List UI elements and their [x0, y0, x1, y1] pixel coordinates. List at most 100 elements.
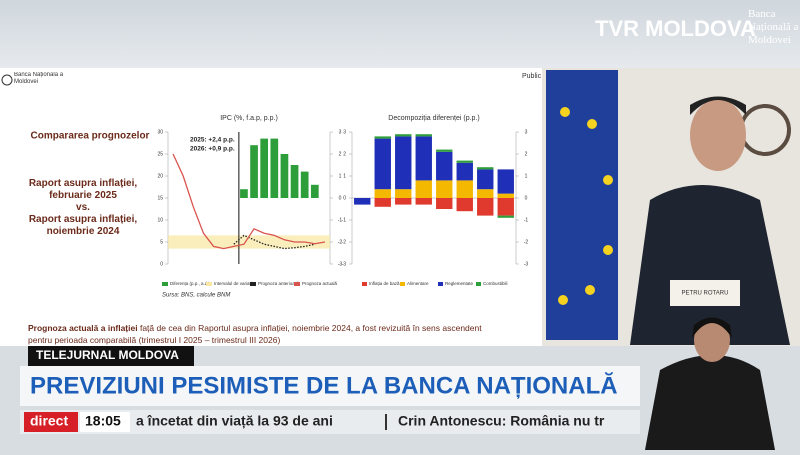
- y-tick-label-right: 1: [525, 173, 528, 179]
- y-tick-label: 10: [157, 217, 163, 223]
- top-band: [0, 0, 800, 68]
- classification: Public: [522, 73, 542, 80]
- signer-head: [694, 318, 730, 362]
- speaker-hair: [690, 96, 746, 115]
- y-tick-label: 0: [343, 195, 346, 201]
- bar-segment: [415, 134, 432, 137]
- bar-segment: [477, 169, 494, 190]
- bar: [280, 154, 289, 198]
- y2-tick-label: -1: [338, 217, 343, 223]
- legend-label: Inflația de bază: [369, 281, 400, 286]
- legend-swatch: [250, 282, 256, 286]
- show-name: TELEJURNAL MOLDOVA: [36, 348, 179, 362]
- versus: vs.: [76, 202, 90, 213]
- bar-segment: [374, 136, 391, 139]
- live-label: direct: [30, 413, 68, 429]
- signer-body: [645, 355, 775, 450]
- report-a: Raport asupra inflației, februarie 2025: [28, 178, 138, 201]
- legend-swatch: [438, 282, 443, 286]
- y2-tick-label: 2: [339, 151, 342, 157]
- bar-segment: [395, 198, 412, 205]
- bar: [260, 138, 269, 198]
- bar-segment: [436, 151, 453, 181]
- y2-tick-label: -2: [338, 239, 343, 245]
- legend-label: Alimentare: [407, 281, 429, 286]
- headline: PREVIZIUNI PESIMISTE DE LA BANCA NAȚIONA…: [30, 371, 618, 399]
- y-tick-label: 5: [160, 239, 163, 245]
- signer-hair: [692, 317, 732, 338]
- y-tick-label: 1: [343, 173, 346, 179]
- y-tick-label: 0: [160, 261, 163, 267]
- bar: [240, 189, 248, 198]
- ticker-item: Crin Antonescu: România nu tr: [398, 413, 605, 429]
- previous-forecast-line: [233, 234, 315, 250]
- target-band: [168, 235, 330, 249]
- y-tick-label-right: 3: [525, 129, 528, 135]
- bar-segment: [477, 198, 494, 216]
- y-tick-label-right: -1: [524, 217, 529, 223]
- note-bold: Prognoza actuală a inflației: [28, 323, 138, 333]
- y-tick-label: 20: [157, 173, 163, 179]
- bar-segment: [415, 180, 432, 198]
- bar-segment: [456, 160, 473, 163]
- bnm-logo: [1, 74, 13, 86]
- bar-segment: [456, 180, 473, 198]
- y-tick-label: 30: [157, 129, 163, 135]
- annotation: 2026: +0,9 p.p.: [190, 146, 235, 153]
- bar-segment: [477, 167, 494, 170]
- bar-segment: [415, 136, 432, 181]
- chart-title: Decompoziția diferenței (p.p.): [388, 115, 479, 122]
- legend-label: Intervalul de variație: [214, 281, 255, 286]
- y-tick-label: 15: [157, 195, 163, 201]
- partner-name: Banca Națională a Moldovei: [748, 8, 799, 46]
- bar-segment: [374, 138, 391, 190]
- time-box: [80, 412, 130, 432]
- y-tick-label-right: 2: [525, 151, 528, 157]
- annotation: 2025: +2,4 p.p.: [190, 137, 235, 144]
- eu-flag: [546, 70, 618, 340]
- headline-box: [20, 366, 640, 406]
- y-tick-label: 3: [343, 129, 346, 135]
- legend-swatch: [206, 282, 212, 286]
- bar: [310, 184, 319, 198]
- y-tick-label: 2: [343, 151, 346, 157]
- bar-segment: [436, 149, 453, 152]
- time: 18:05: [85, 413, 121, 429]
- legend-swatch: [294, 282, 300, 286]
- bar-segment: [436, 198, 453, 209]
- y2-tick-label: 3: [339, 129, 342, 135]
- bar-segment: [497, 193, 514, 198]
- speaker-head: [690, 99, 746, 171]
- y-tick-label: -1: [342, 217, 347, 223]
- legend-label: Combustibili: [483, 281, 508, 286]
- bar-segment: [374, 189, 391, 198]
- legend-swatch: [162, 282, 168, 286]
- slide-org: Banca Națională a Moldovei: [14, 72, 64, 85]
- legend-label: Diferența (p.p., a.d.): [170, 281, 211, 286]
- y-tick-label-right: -2: [524, 239, 529, 245]
- legend-label: Prognoza anterioară: [258, 281, 299, 286]
- bar: [270, 138, 279, 198]
- name-plate: [670, 280, 740, 306]
- bar: [300, 171, 309, 198]
- bar-segment: [456, 198, 473, 212]
- slide-heading: Compararea prognozelor: [31, 131, 150, 142]
- legend-swatch: [400, 282, 405, 286]
- y2-tick-label: -3: [338, 261, 343, 267]
- y-tick-label: -2: [342, 239, 347, 245]
- y2-tick-label: 1: [339, 173, 342, 179]
- legend-label: Prognoza actuală: [302, 281, 338, 286]
- bar-segment: [415, 198, 432, 205]
- partner-box: Banca Națională a Moldovei: [748, 8, 799, 46]
- channel-logo: TVR MOLDOVA: [595, 16, 756, 41]
- y2-tick-label: 0: [339, 195, 342, 201]
- y-tick-label-right: 0: [525, 195, 528, 201]
- bar-segment: [497, 215, 514, 218]
- note-box: Prognoza actuală a inflației față de cea…: [28, 323, 482, 345]
- reports-box: Raport asupra inflației, februarie 2025 …: [28, 178, 138, 237]
- bar: [290, 165, 299, 198]
- org-box: Banca Națională a Moldovei: [14, 72, 64, 85]
- current-forecast-line: [172, 153, 326, 250]
- legend-label: Reglementate: [445, 281, 474, 286]
- y-tick-label: 25: [157, 151, 163, 157]
